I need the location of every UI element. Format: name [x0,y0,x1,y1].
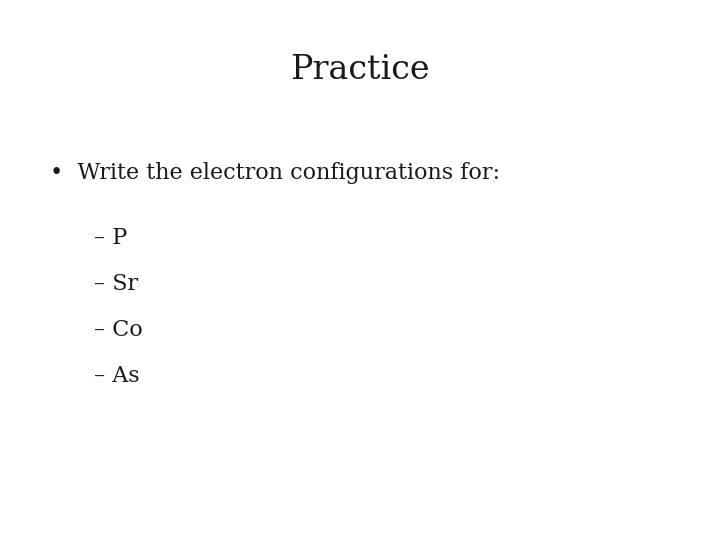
Text: – Co: – Co [94,319,143,341]
Text: – Sr: – Sr [94,273,138,295]
Text: – P: – P [94,227,127,249]
Text: Practice: Practice [290,54,430,86]
Text: – As: – As [94,364,139,387]
Text: •  Write the electron configurations for:: • Write the electron configurations for: [50,162,500,184]
